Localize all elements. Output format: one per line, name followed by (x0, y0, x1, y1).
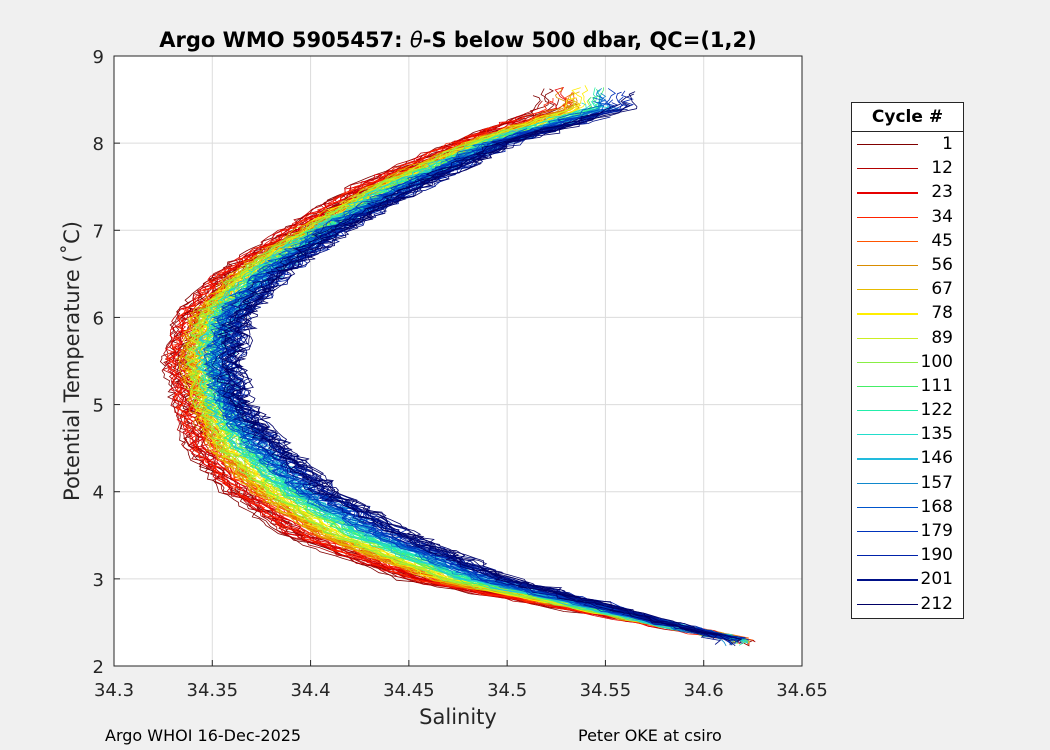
x-tick-label: 34.6 (684, 680, 724, 701)
legend-entry: 100 (852, 350, 963, 374)
legend-swatch (857, 264, 918, 267)
x-tick-label: 34.45 (383, 680, 435, 701)
y-tick-label: 7 (93, 221, 104, 242)
legend-label: 45 (931, 230, 953, 251)
legend-entry: 78 (852, 301, 963, 325)
profile-line-cycle-212 (218, 103, 713, 638)
legend-entry: 168 (852, 495, 963, 519)
profile-line-cycle-34 (166, 98, 729, 639)
legend-label: 78 (931, 303, 953, 324)
legend-entry: 190 (852, 543, 963, 567)
profile-line-cycle-190 (225, 111, 742, 642)
profile-curves (159, 85, 756, 647)
tick-labels: 34.3 34.35 34.4 34.45 34.5 34.55 34.6 34.65 2 3 4 5… (93, 47, 828, 701)
legend-label: 179 (920, 521, 953, 541)
legend-label: 34 (931, 206, 953, 227)
y-tick-label: 6 (93, 308, 104, 329)
legend-swatch (857, 531, 918, 533)
legend-label: 12 (931, 158, 953, 179)
legend-label: 1 (942, 134, 953, 154)
legend-swatch (857, 216, 918, 218)
legend-swatch (857, 458, 918, 460)
legend-label: 146 (920, 448, 953, 469)
legend-entry: 67 (852, 277, 963, 301)
legend-swatch (857, 144, 918, 146)
legend-label: 135 (920, 424, 953, 445)
y-tick-label: 8 (93, 134, 104, 155)
legend-title: Cycle # (852, 103, 963, 132)
legend-swatch (857, 313, 918, 315)
legend-label: 56 (931, 254, 953, 275)
legend-entry: 12 (852, 156, 963, 180)
legend-entry: 122 (852, 398, 963, 422)
profile-line-cycle-212 (216, 112, 719, 640)
legend-label: 111 (920, 375, 953, 396)
profile-line-cycle-100 (184, 128, 705, 638)
legend-label: 168 (920, 496, 953, 517)
legend-swatch (857, 579, 918, 581)
legend-entry: 111 (852, 374, 963, 398)
profile-line-cycle-23 (175, 100, 742, 641)
y-tick-label: 3 (93, 570, 104, 591)
x-axis-label: Salinity (419, 705, 497, 729)
y-axis-label: Potential Temperature (˚C) (60, 221, 84, 501)
legend-swatch (857, 506, 918, 508)
axes-box (113, 55, 803, 667)
legend-swatch (857, 434, 918, 436)
x-tick-label: 34.3 (94, 680, 134, 701)
profile-line-cycle-212 (234, 91, 743, 642)
legend-swatch (857, 192, 918, 194)
legend: Cycle # 1 12 23 34 45 56 67 78 89 100 111 122 135 146… (851, 102, 964, 619)
legend-entry: 179 (852, 519, 963, 543)
legend-entry: 135 (852, 422, 963, 446)
legend-entry: 34 (852, 205, 963, 229)
legend-swatch (857, 603, 918, 605)
legend-entry: 201 (852, 567, 963, 591)
footer-right: Peter OKE at csiro (578, 726, 722, 745)
profile-line-cycle-212 (228, 113, 736, 647)
legend-label: 23 (931, 182, 953, 203)
legend-entry: 23 (852, 180, 963, 204)
legend-label: 100 (920, 351, 953, 372)
legend-label: 89 (931, 327, 953, 348)
legend-swatch (857, 289, 918, 291)
legend-label: 122 (920, 400, 953, 421)
legend-swatch (857, 168, 918, 170)
x-tick-label: 34.5 (487, 680, 527, 701)
legend-swatch (857, 337, 918, 339)
legend-label: 157 (920, 472, 953, 493)
legend-entry: 1 (852, 132, 963, 156)
y-tick-label: 4 (93, 483, 104, 504)
legend-swatch (857, 361, 918, 363)
legend-entry: 157 (852, 471, 963, 495)
chart-title: Argo WMO 5905457: θ-S below 500 dbar, QC… (159, 28, 756, 52)
legend-label: 212 (920, 593, 953, 614)
legend-entry: 146 (852, 446, 963, 470)
footer-left: Argo WHOI 16-Dec-2025 (105, 726, 302, 745)
y-tick-label: 5 (93, 396, 104, 417)
profile-line-cycle-212 (226, 120, 722, 637)
profile-line-cycle-34 (166, 126, 728, 642)
legend-entry: 56 (852, 253, 963, 277)
legend-entry: 89 (852, 326, 963, 350)
legend-label: 190 (920, 545, 953, 566)
y-tick-label: 9 (93, 47, 104, 68)
legend-swatch (857, 555, 918, 557)
x-tick-label: 34.4 (291, 680, 331, 701)
x-tick-label: 34.55 (580, 680, 632, 701)
legend-swatch (857, 240, 918, 242)
legend-entry: 212 (852, 592, 963, 616)
x-tick-label: 34.65 (776, 680, 828, 701)
y-tick-label: 2 (93, 657, 104, 678)
x-tick-label: 34.35 (187, 680, 239, 701)
legend-swatch (857, 385, 918, 388)
legend-swatch (857, 410, 918, 412)
profile-line-cycle-67 (178, 127, 709, 638)
legend-label: 67 (931, 279, 953, 300)
legend-label: 201 (920, 569, 953, 590)
legend-entry: 45 (852, 229, 963, 253)
legend-swatch (857, 482, 918, 484)
